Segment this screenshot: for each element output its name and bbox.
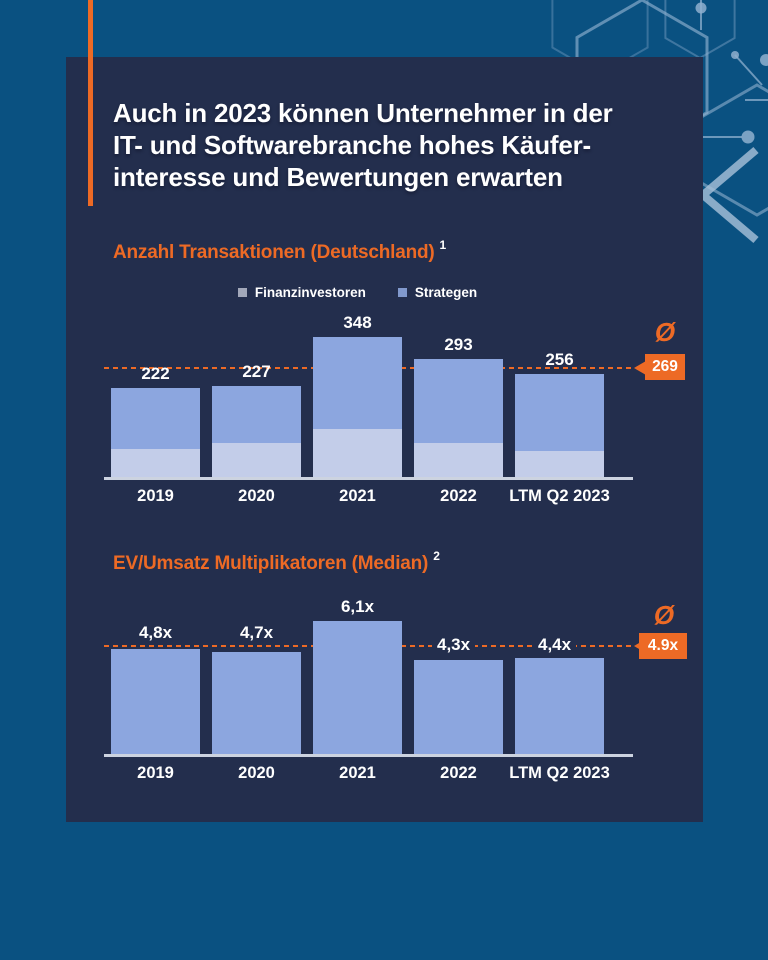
x-axis-label-2021: 2021 [339, 487, 376, 505]
title-line-2: IT- und Softwarebranche hohes Käufer- [113, 130, 591, 160]
x-axis-line [104, 754, 633, 757]
footnote-ref-1: 1 [439, 238, 447, 252]
transactions-chart-plot: 222 227 348 293 256 [104, 313, 646, 480]
bar-value-label: 293 [444, 335, 473, 355]
bar-2022 [414, 660, 503, 754]
x-axis-label-2019: 2019 [137, 764, 174, 782]
transactions-x-axis-labels: 2019 2020 2021 2022 LTM Q2 2023 [104, 487, 633, 506]
bar-value-label: 348 [343, 312, 372, 332]
bar-LTM Q2 2023 [515, 658, 604, 754]
footer: LOY&CO CORPORATE FINANCE Quelle: Capital… [0, 822, 768, 960]
footnote-ref-2: 2 [433, 549, 440, 563]
bar-2019 [111, 649, 200, 754]
title-line-1: Auch in 2023 können Unternehmer in der [113, 98, 613, 128]
x-axis-label-2019: 2019 [137, 487, 174, 505]
bar-2019 [111, 387, 200, 477]
bar-segment-Strategen [515, 373, 604, 451]
bar-2021 [313, 621, 402, 754]
multiples-chart-title: EV/Umsatz Multiplikatoren (Median) 2 [113, 549, 440, 574]
x-axis-line [104, 477, 633, 480]
bar-value-label: 4,8x [138, 623, 173, 643]
x-axis-label-LTM Q2 2023: LTM Q2 2023 [509, 487, 610, 505]
bar-2022 [414, 359, 503, 477]
x-axis-label-2020: 2020 [238, 487, 275, 505]
bar-2020 [212, 385, 301, 477]
bar-2021 [313, 336, 402, 477]
bar-2020 [212, 651, 301, 754]
chart-legend: Finanzinvestoren Strategen [104, 285, 611, 300]
bar-segment-Finanzinvestoren [515, 450, 604, 477]
x-axis-label-2022: 2022 [440, 764, 477, 782]
x-axis-label-2022: 2022 [440, 487, 477, 505]
page-title: Auch in 2023 können Unternehmer in der I… [113, 97, 688, 193]
bar-segment-Strategen [111, 387, 200, 449]
bar-segment-Strategen [212, 385, 301, 443]
bar-segment-Finanzinvestoren [111, 448, 200, 477]
x-axis-label-2021: 2021 [339, 764, 376, 782]
bar-value-label: 4,3x [432, 635, 476, 656]
transactions-chart-title: Anzahl Transaktionen (Deutschland) 1 [113, 238, 447, 263]
bar-segment-Finanzinvestoren [414, 442, 503, 477]
x-axis-label-LTM Q2 2023: LTM Q2 2023 [509, 764, 610, 782]
average-symbol-icon: Ø [653, 600, 675, 630]
multiples-x-axis-labels: 2019 2020 2021 2022 LTM Q2 2023 [104, 764, 633, 783]
bar-segment-Finanzinvestoren [212, 442, 301, 477]
bar-value-label: 222 [141, 363, 170, 383]
average-symbol-icon: Ø [654, 317, 676, 347]
average-value-badge: 269 [645, 354, 685, 380]
bar-segment-Finanzinvestoren [313, 428, 402, 477]
strategen-swatch-icon [397, 288, 407, 297]
bar-segment-Strategen [313, 336, 402, 429]
bar-value-label: 4,4x [533, 635, 577, 656]
bar-value-label: 6,1x [340, 597, 375, 617]
bar-segment-Strategen [414, 359, 503, 443]
title-line-3: interesse und Bewertungen erwarten [113, 162, 563, 192]
bar-value-label: 227 [242, 361, 271, 381]
average-line-arrow-icon [634, 360, 646, 375]
bar-LTM Q2 2023 [515, 373, 604, 477]
x-axis-label-2020: 2020 [238, 764, 275, 782]
orange-accent-bar [88, 0, 93, 206]
average-value-badge: 4.9x [639, 633, 687, 659]
multiples-chart-plot: 4,8x 4,7x 6,1x 4,3x 4,4x [104, 597, 646, 757]
bar-value-label: 4,7x [239, 623, 274, 643]
bar-value-label: 256 [545, 349, 574, 369]
finanzinvestoren-swatch-icon [237, 288, 247, 297]
legend-item-strategen: Strategen [397, 285, 477, 300]
legend-item-finanzinvestoren: Finanzinvestoren [237, 285, 366, 300]
